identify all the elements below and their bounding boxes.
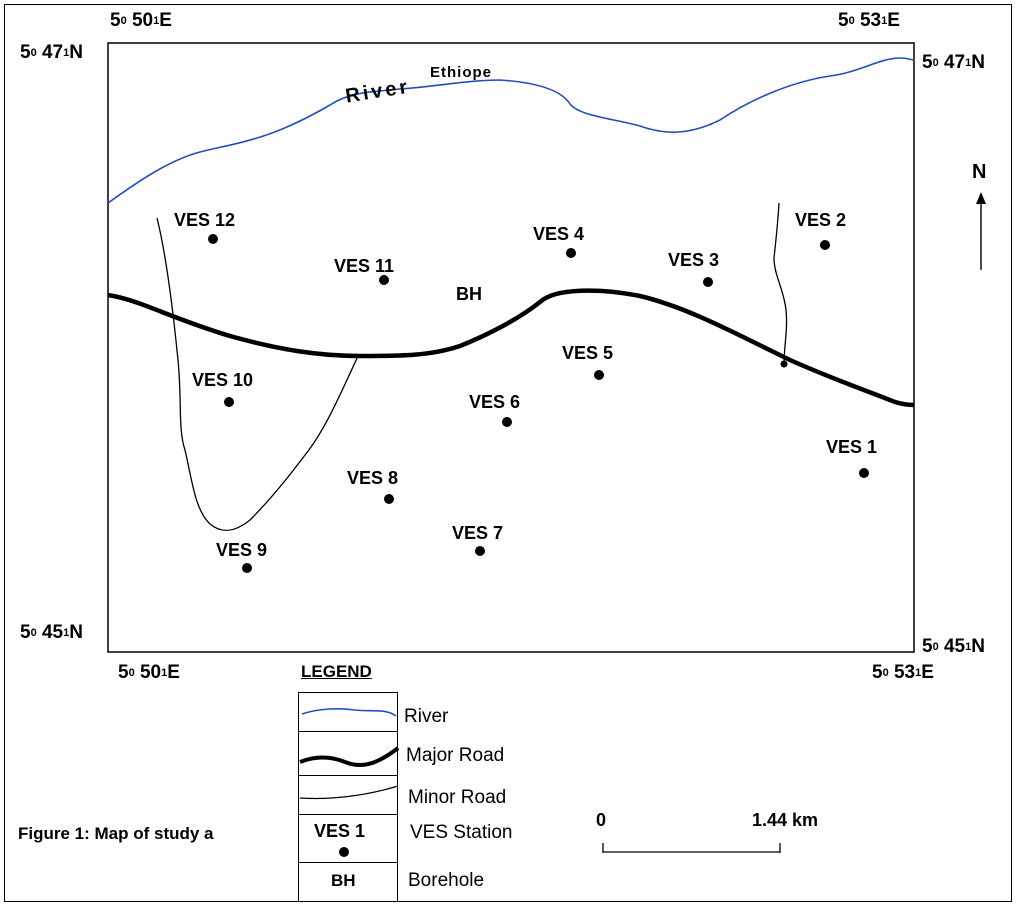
river-label-river: River: [344, 76, 412, 108]
ves-2-point: [820, 240, 830, 250]
north-arrow-icon: [976, 192, 986, 204]
ves-10-label: VES 10: [192, 370, 254, 390]
legend-cell-major-road: [298, 731, 398, 776]
ves-8-label: VES 8: [347, 468, 399, 488]
legend-cell-borehole: [298, 862, 398, 902]
ves-6-label: VES 6: [469, 392, 521, 412]
river-line: [107, 57, 915, 204]
borehole-label: BH: [456, 284, 482, 304]
ves-3-label: VES 3: [668, 250, 720, 270]
legend-major-road-label: Major Road: [406, 745, 505, 766]
lon-label-top-right: 50 531E: [838, 10, 900, 31]
legend-minor-road-label: Minor Road: [408, 787, 507, 808]
major-road: [107, 288, 915, 408]
figure-frame: [4, 4, 1012, 902]
legend-river-label: River: [404, 706, 449, 727]
ves-1-label: VES 1: [826, 437, 878, 457]
ves-11-point: [379, 275, 389, 285]
ves-1-point: [859, 468, 869, 478]
ves-7-label: VES 7: [452, 523, 504, 543]
ves-5-label: VES 5: [562, 343, 614, 363]
legend-title: LEGEND: [301, 662, 372, 681]
lon-label-top-left: 50 501E: [110, 10, 172, 31]
lon-label-bottom-right: 50 531E: [872, 662, 934, 683]
ves-9-label: VES 9: [216, 540, 268, 560]
lat-label-bottom-right: 50 451N: [922, 636, 985, 657]
lat-label-top-right: 50 471N: [922, 52, 985, 73]
ves-6-point: [502, 417, 512, 427]
ves-12-point: [208, 234, 218, 244]
ves-5-point: [594, 370, 604, 380]
minor-road-west: [156, 217, 359, 531]
road-junction: [780, 360, 788, 368]
river-label-ethiope: Ethiope: [430, 64, 492, 81]
minor-road-east: [773, 202, 788, 366]
ves-3-point: [703, 277, 713, 287]
map-frame: [107, 42, 915, 653]
legend-borehole-label: Borehole: [408, 870, 485, 891]
legend-ves-symbol: VES 1: [314, 821, 366, 841]
lat-label-bottom-left: 50 451N: [20, 622, 83, 643]
legend-bh-symbol: BH: [331, 871, 356, 890]
ves-4-label: VES 4: [533, 224, 585, 244]
ves-2-label: VES 2: [795, 210, 847, 230]
figure-caption: Figure 1: Map of study a: [18, 824, 214, 843]
scale-start-label: 0: [596, 810, 607, 830]
ves-9-point: [242, 563, 252, 573]
legend-cell-river: [298, 692, 398, 732]
ves-10-point: [224, 397, 234, 407]
ves-8-point: [384, 494, 394, 504]
legend-cell-minor-road: [298, 775, 398, 815]
scale-end-label: 1.44 km: [752, 810, 819, 830]
lat-label-top-left: 50 471N: [20, 42, 83, 63]
ves-12-label: VES 12: [174, 210, 236, 230]
ves-11-label: VES 11: [334, 256, 395, 276]
legend-ves-station-label: VES Station: [410, 822, 513, 843]
ves-7-point: [475, 546, 485, 556]
north-arrow-label: N: [972, 161, 986, 183]
ves-4-point: [566, 248, 576, 258]
lon-label-bottom-left: 50 501E: [118, 662, 180, 683]
